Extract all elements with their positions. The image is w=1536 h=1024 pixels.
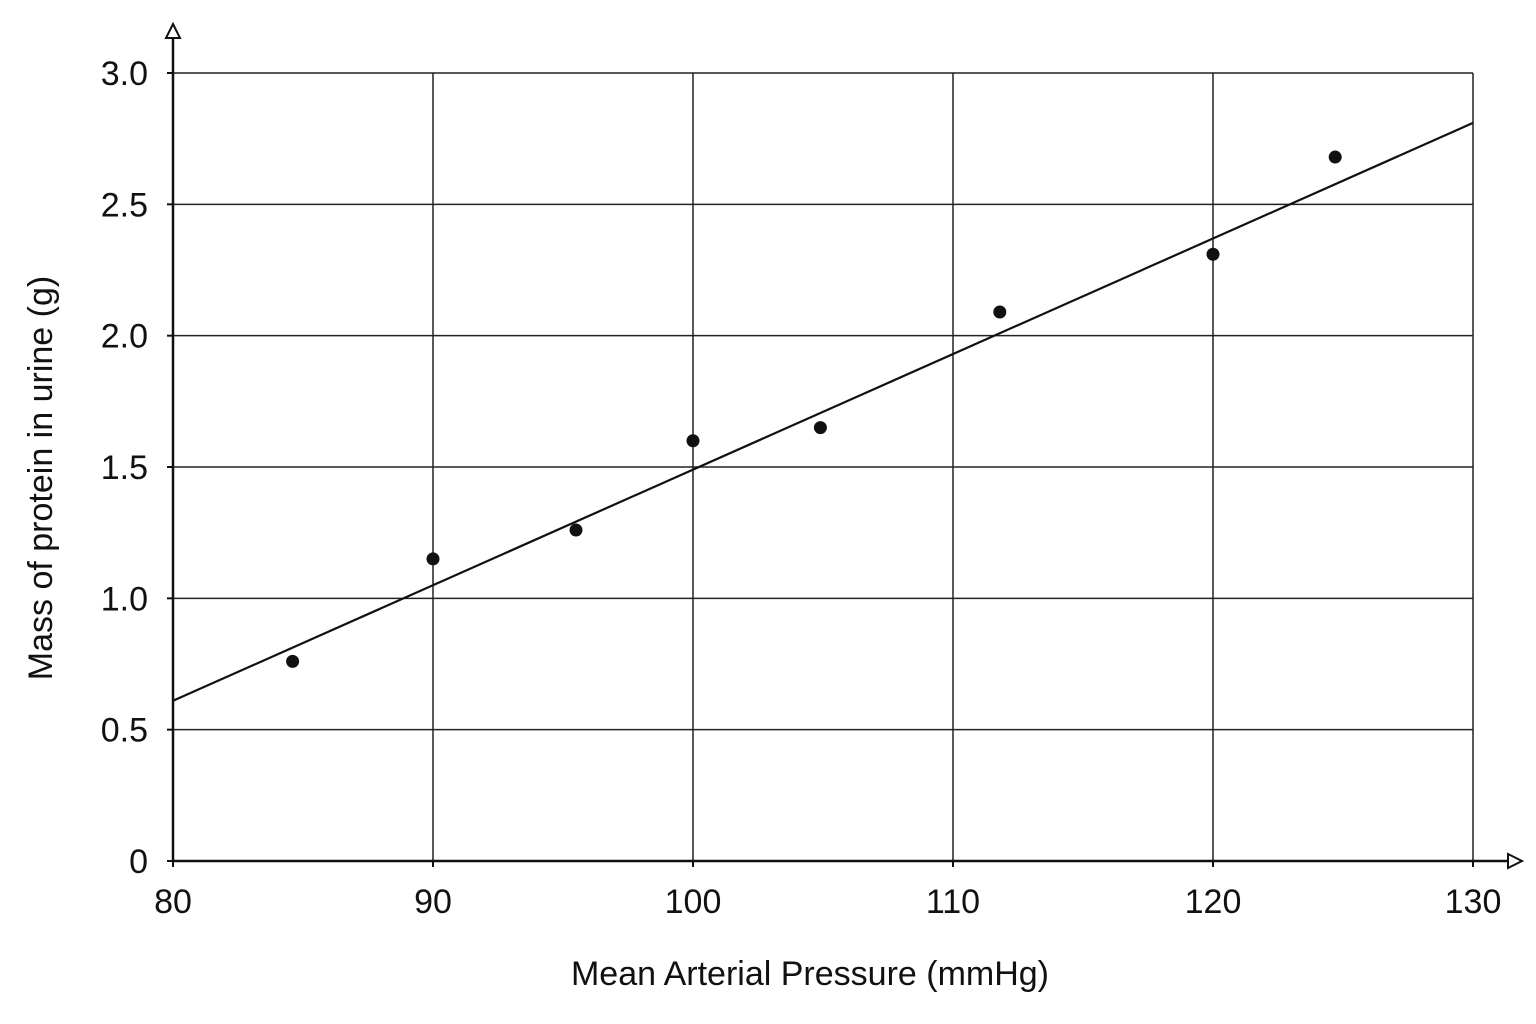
y-tick-label: 0.5 <box>101 712 148 750</box>
y-axis-title: Mass of protein in urine (g) <box>22 276 60 680</box>
data-point <box>993 305 1007 319</box>
x-tick-label: 110 <box>926 883 980 921</box>
y-tick-label: 3.0 <box>101 55 148 93</box>
trendline <box>172 121 1474 702</box>
data-point <box>569 523 583 537</box>
x-axis-arrowhead <box>1507 852 1525 870</box>
y-tick-label: 1.0 <box>101 580 148 618</box>
data-points <box>286 150 1342 668</box>
y-axis-arrowhead <box>164 21 182 39</box>
y-tick-label: 1.5 <box>101 449 148 487</box>
y-tick-labels: 0 0.5 1.0 1.5 2.0 2.5 3.0 <box>101 55 173 881</box>
grid-lines <box>173 72 1474 861</box>
x-axis-title: Mean Arterial Pressure (mmHg) <box>571 955 1049 993</box>
data-point <box>426 552 440 566</box>
x-tick-label: 120 <box>1185 883 1242 921</box>
data-point <box>1328 150 1342 164</box>
x-tick-label: 130 <box>1445 883 1502 921</box>
y-tick-label: 2.0 <box>101 318 148 356</box>
y-tick-label: 0 <box>129 843 148 881</box>
y-tick-label: 2.5 <box>101 186 148 224</box>
data-point <box>1206 247 1220 261</box>
x-tick-label: 80 <box>154 883 192 921</box>
data-point <box>813 421 827 435</box>
x-tick-label: 100 <box>665 883 722 921</box>
data-point <box>286 654 300 668</box>
x-tick-label: 90 <box>414 883 452 921</box>
x-tick-labels: 80 90 100 110 120 130 <box>154 861 1501 921</box>
axes <box>164 21 1525 870</box>
trendline-path <box>172 121 1474 702</box>
data-point <box>686 434 700 448</box>
